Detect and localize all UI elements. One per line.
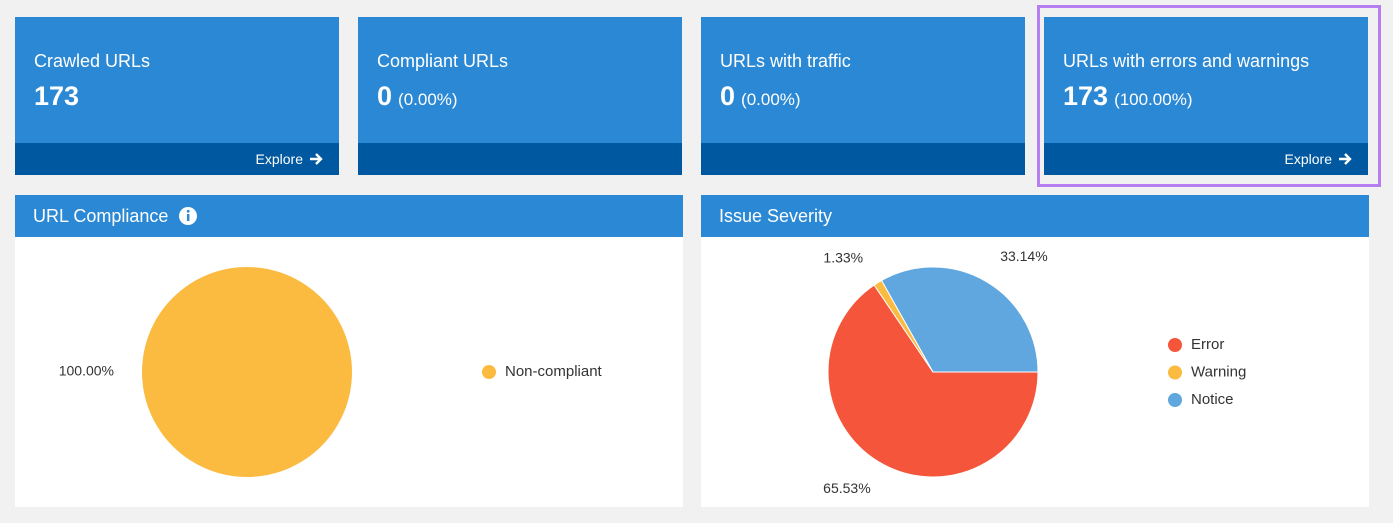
- stat-card: Compliant URLs 0 (0.00%): [358, 17, 682, 175]
- data-label: 33.14%: [1000, 248, 1047, 264]
- card-percent: (100.00%): [1114, 90, 1193, 109]
- card-footer: [358, 143, 682, 175]
- chart: 65.53% 1.33% 33.14% Error Warning Notice: [823, 248, 1246, 496]
- highlight-frame: [1037, 5, 1381, 187]
- card-value: 173: [34, 81, 80, 111]
- panel: Issue Severity 65.53% 1.33% 33.14% Error War…: [701, 195, 1369, 507]
- data-label: 100.00%: [59, 363, 114, 379]
- card-value-row: 173 (100.00%): [1063, 81, 1193, 112]
- card-label: URLs with errors and warnings: [1063, 51, 1310, 71]
- legend-label: Non-compliant: [505, 363, 603, 380]
- card-value: 0: [720, 81, 736, 111]
- stat-card: URLs with traffic 0 (0.00%): [701, 17, 1025, 175]
- legend-swatch: [1168, 365, 1182, 380]
- legend-swatch: [1168, 338, 1182, 352]
- stat-card: URLs with errors and warnings 173 (100.00%…: [1044, 17, 1368, 175]
- panel-title: Issue Severity: [719, 205, 833, 226]
- arrow: [310, 153, 323, 165]
- card-label: Crawled URLs: [34, 51, 151, 71]
- card-label: Compliant URLs: [377, 51, 509, 71]
- explore-link[interactable]: Explore: [256, 151, 323, 167]
- panel-header: Issue Severity: [701, 195, 1369, 237]
- arrow-icon: [310, 153, 323, 165]
- explore-text: Explore: [255, 151, 303, 167]
- card-value-row: 0 (0.00%): [377, 81, 458, 112]
- card-footer: Explore: [1044, 143, 1368, 175]
- card-percent: (0.00%): [398, 90, 458, 109]
- stat-card: Crawled URLs 173 Explore: [15, 17, 339, 175]
- legend-swatch: [482, 365, 496, 379]
- panel-header: URL Compliance: [15, 195, 683, 237]
- info-icon[interactable]: [178, 206, 198, 226]
- card-footer: Explore: [15, 143, 339, 175]
- legend-label: Error: [1191, 336, 1224, 353]
- arrow-icon: [1339, 153, 1352, 165]
- card-value-row: 0 (0.00%): [720, 81, 801, 112]
- pie-slice: [142, 267, 352, 477]
- card-value-row: 173: [34, 81, 79, 112]
- legend-label: Notice: [1191, 391, 1234, 408]
- arrow: [1339, 153, 1352, 165]
- legend-label: Warning: [1191, 363, 1246, 380]
- explore-text: Explore: [1284, 151, 1332, 167]
- pie-slice: [880, 266, 1039, 373]
- card-value: 173: [1063, 81, 1109, 111]
- panel-title: URL Compliance: [33, 205, 169, 226]
- data-label: 65.53%: [823, 480, 870, 496]
- card-label: URLs with traffic: [720, 51, 851, 71]
- data-label: 1.33%: [823, 250, 863, 266]
- panel: URL Compliance 100.00% Non-compliant: [15, 195, 683, 507]
- card-percent: (0.00%): [741, 90, 801, 109]
- legend-swatch: [1168, 393, 1182, 407]
- card-value: 0: [377, 81, 393, 111]
- pie-slice: [827, 284, 1039, 478]
- chart: 100.00% Non-compliant: [59, 267, 603, 477]
- explore-link[interactable]: Explore: [1285, 151, 1352, 167]
- card-footer: [701, 143, 1025, 175]
